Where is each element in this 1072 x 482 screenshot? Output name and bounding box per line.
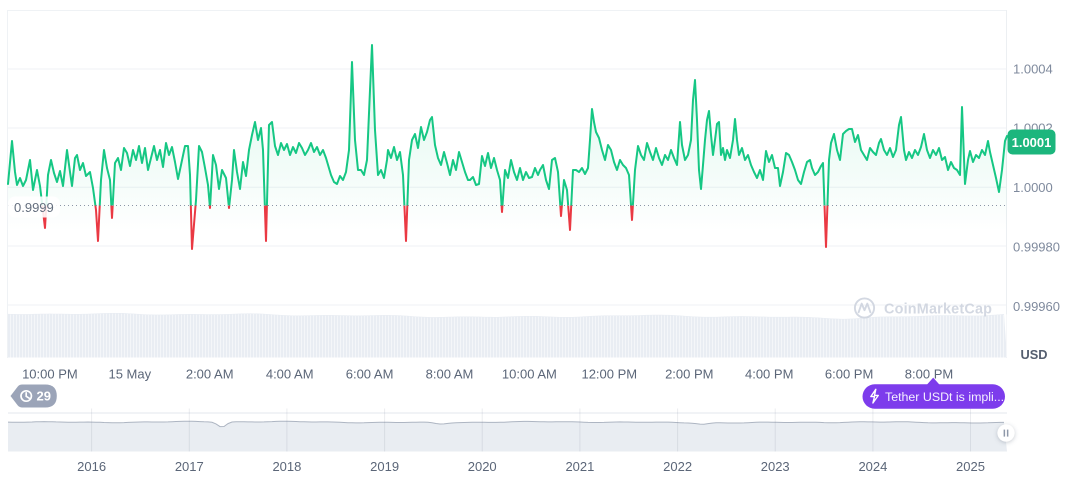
svg-text:2:00 PM: 2:00 PM	[665, 367, 713, 382]
svg-text:2018: 2018	[272, 459, 301, 474]
svg-text:0.99960: 0.99960	[1013, 299, 1060, 314]
svg-text:2:00 AM: 2:00 AM	[186, 367, 234, 382]
svg-text:2022: 2022	[663, 459, 692, 474]
svg-text:2021: 2021	[565, 459, 594, 474]
svg-text:2019: 2019	[370, 459, 399, 474]
svg-text:4:00 AM: 4:00 AM	[266, 367, 314, 382]
svg-text:Tether USDt is impli...: Tether USDt is impli...	[885, 390, 1004, 404]
svg-text:10:00 PM: 10:00 PM	[22, 367, 78, 382]
svg-text:1.0000: 1.0000	[1013, 180, 1053, 195]
svg-text:4:00 PM: 4:00 PM	[745, 367, 793, 382]
svg-text:29: 29	[37, 389, 51, 404]
svg-text:15 May: 15 May	[108, 367, 151, 382]
svg-text:6:00 AM: 6:00 AM	[346, 367, 394, 382]
svg-text:2024: 2024	[858, 459, 887, 474]
svg-text:2025: 2025	[956, 459, 985, 474]
svg-text:8:00 PM: 8:00 PM	[905, 367, 953, 382]
svg-text:10:00 AM: 10:00 AM	[502, 367, 557, 382]
svg-text:2023: 2023	[761, 459, 790, 474]
svg-text:1.0001: 1.0001	[1012, 135, 1052, 150]
svg-text:2017: 2017	[175, 459, 204, 474]
svg-text:1.0004: 1.0004	[1013, 62, 1053, 77]
svg-text:0.9999: 0.9999	[14, 200, 54, 215]
svg-text:6:00 PM: 6:00 PM	[825, 367, 873, 382]
svg-text:USD: USD	[1021, 347, 1048, 362]
svg-text:2016: 2016	[77, 459, 106, 474]
svg-text:0.99980: 0.99980	[1013, 240, 1060, 255]
svg-text:2020: 2020	[468, 459, 497, 474]
svg-text:12:00 PM: 12:00 PM	[581, 367, 637, 382]
svg-text:8:00 AM: 8:00 AM	[426, 367, 474, 382]
svg-text:CoinMarketCap: CoinMarketCap	[884, 302, 992, 318]
